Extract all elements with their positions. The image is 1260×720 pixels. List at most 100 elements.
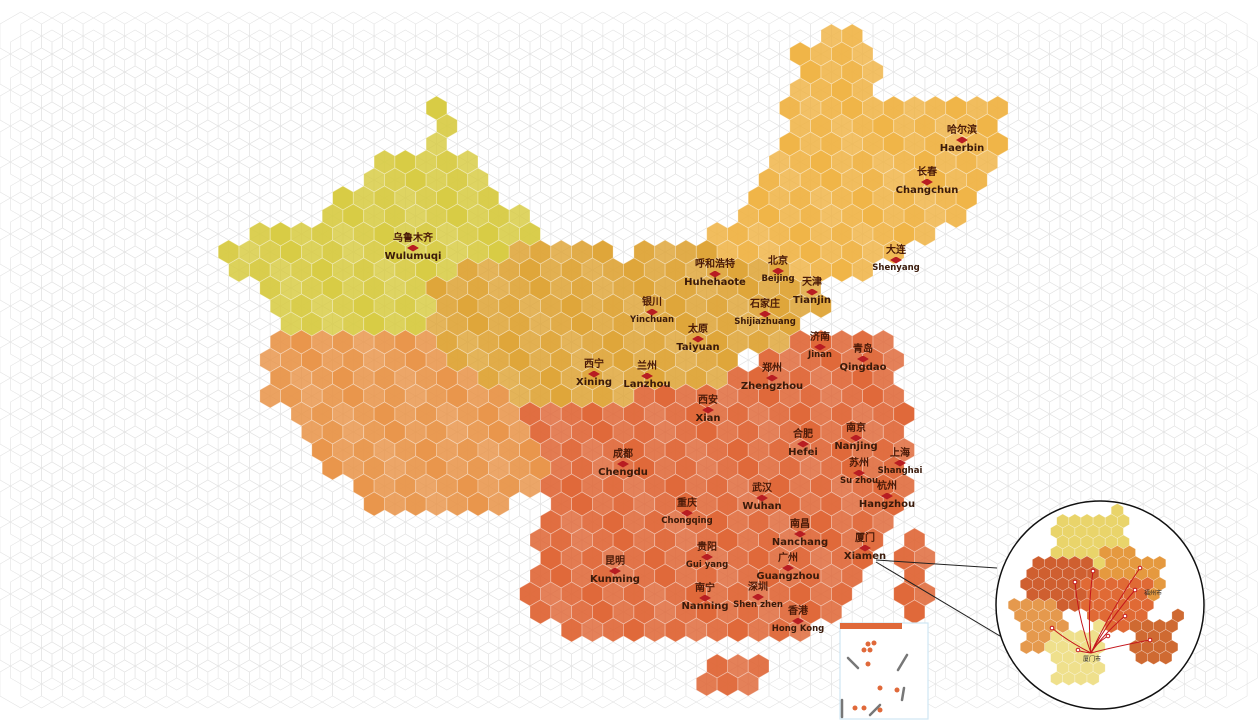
- region-hex-south: [820, 599, 843, 625]
- grid-hex: [1215, 641, 1258, 691]
- city-name-zh: 长春: [917, 167, 937, 178]
- city-name-en: Tianjin: [792, 294, 832, 306]
- red-diamond-icon: [758, 310, 771, 318]
- red-diamond-icon: [894, 459, 906, 467]
- island-dot: [877, 707, 883, 713]
- city-nanning: 南宁 Nanning: [681, 583, 729, 612]
- city-name-en: Huhehaote: [684, 276, 746, 288]
- island-dot: [852, 705, 858, 711]
- city-name-en: Chengdu: [598, 466, 648, 478]
- city-name-zh: 石家庄: [749, 299, 780, 310]
- region-hex-west: [487, 491, 510, 517]
- city-name-zh: 青岛: [852, 344, 873, 355]
- city-name-en: Hong Kong: [771, 623, 825, 634]
- city-name-en: Wulumuqi: [384, 250, 442, 262]
- city-dot: [1072, 579, 1078, 585]
- red-diamond-icon: [921, 178, 933, 186]
- city-hong-kong: 香港 Hong Kong: [771, 606, 825, 634]
- city-name-en: Jinan: [808, 349, 832, 360]
- red-diamond-icon: [955, 136, 968, 144]
- city-name-zh: 南昌: [790, 519, 810, 530]
- city-name-en: Xining: [576, 376, 612, 388]
- region-hex-south: [903, 599, 926, 625]
- city-shenyang: 大连 Shenyang: [872, 245, 919, 272]
- red-diamond-icon: [616, 460, 629, 468]
- city-name-en: Nanning: [681, 600, 729, 612]
- city-wuhan: 武汉 Wuhan: [742, 483, 781, 512]
- city-name-en: Gui yang: [685, 559, 729, 570]
- island-dot: [865, 641, 871, 647]
- city-name-en: Xian: [695, 412, 721, 424]
- city-name-zh: 银川: [642, 297, 662, 308]
- city-tianjin: 天津 Tianjin: [792, 277, 832, 306]
- inset-hex: [1159, 650, 1173, 665]
- city-name-zh: 杭州: [876, 481, 897, 492]
- region-hex-south: [737, 671, 759, 697]
- city-dot: [1137, 565, 1143, 571]
- route-line: [1090, 567, 1141, 654]
- city-hangzhou: 杭州 Hangzhou: [859, 481, 915, 510]
- red-diamond-icon: [880, 492, 893, 500]
- city-xiamen: 厦门 Xiamen: [843, 533, 887, 562]
- city-name-en: Yinchuan: [629, 314, 675, 325]
- city-kunming: 昆明 Kunming: [590, 556, 640, 585]
- city-name-en: Hefei: [788, 446, 818, 458]
- route-line: [1088, 570, 1094, 654]
- south-sea-islands-box: [839, 622, 929, 720]
- island-dot: [877, 685, 883, 691]
- city-wulumuqi: 乌鲁木齐 Wulumuqi: [384, 233, 442, 262]
- city-name-zh: 南京: [846, 423, 866, 434]
- red-diamond-icon: [856, 355, 869, 363]
- city-name-en: Taiyuan: [676, 341, 720, 353]
- region-hex-north: [810, 293, 832, 319]
- city-name-zh: 苏州: [849, 458, 869, 469]
- city-name-en: Nanchang: [771, 536, 829, 548]
- callout-line: [875, 559, 998, 569]
- city-name-zh: 广州: [778, 553, 798, 564]
- dash-line: [846, 656, 860, 670]
- red-diamond-icon: [406, 244, 419, 252]
- callout-line: [875, 561, 1011, 643]
- city-nanjing: 南京 Nanjing: [834, 423, 877, 452]
- city-xining: 西宁 Xining: [576, 359, 612, 388]
- island-dot: [871, 640, 877, 646]
- city-shijiazhuang: 石家庄 Shijiazhuang: [734, 299, 796, 326]
- inset-city-label: 厦门市: [1083, 656, 1102, 663]
- city-zhengzhou: 郑州 Zhengzhou: [741, 363, 803, 392]
- city-shen-zhen: 深圳 Shen zhen: [733, 582, 783, 609]
- red-diamond-icon: [765, 374, 778, 382]
- region-hex-northeast: [851, 257, 874, 283]
- city-jinan: 济南 Jinan: [808, 332, 832, 360]
- city-name-zh: 厦门: [855, 533, 875, 544]
- red-diamond-icon: [794, 530, 806, 538]
- city-name-zh: 合肥: [793, 429, 813, 440]
- city-name-en: Chongqing: [661, 515, 713, 526]
- city-haerbin: 哈尔滨 Haerbin: [939, 125, 985, 154]
- dash-line: [868, 703, 882, 717]
- city-dot: [1105, 633, 1111, 639]
- city-name-zh: 太原: [688, 324, 708, 335]
- red-diamond-icon: [646, 308, 658, 316]
- city-name-en: Shanghai: [877, 465, 923, 476]
- city-name-zh: 天津: [802, 277, 822, 288]
- red-diamond-icon: [792, 617, 804, 625]
- city-guangzhou: 广州 Guangzhou: [756, 553, 819, 582]
- city-name-zh: 重庆: [677, 498, 697, 509]
- city-name-en: Haerbin: [939, 142, 985, 154]
- city-name-en: Xiamen: [843, 550, 887, 562]
- red-diamond-icon: [772, 267, 784, 275]
- city-name-zh: 北京: [768, 256, 788, 267]
- red-diamond-icon: [700, 553, 713, 561]
- red-diamond-icon: [701, 406, 714, 414]
- city-name-zh: 香港: [788, 606, 808, 617]
- fujian-inset: [995, 500, 1205, 710]
- city-name-zh: 济南: [809, 332, 830, 343]
- red-diamond-icon: [681, 509, 693, 517]
- dash-line: [896, 653, 909, 672]
- city-name-en: Changchun: [895, 184, 959, 196]
- red-diamond-icon: [850, 434, 862, 442]
- city-name-zh: 兰州: [636, 361, 657, 372]
- city-dot: [1049, 625, 1055, 631]
- red-diamond-icon: [751, 593, 764, 601]
